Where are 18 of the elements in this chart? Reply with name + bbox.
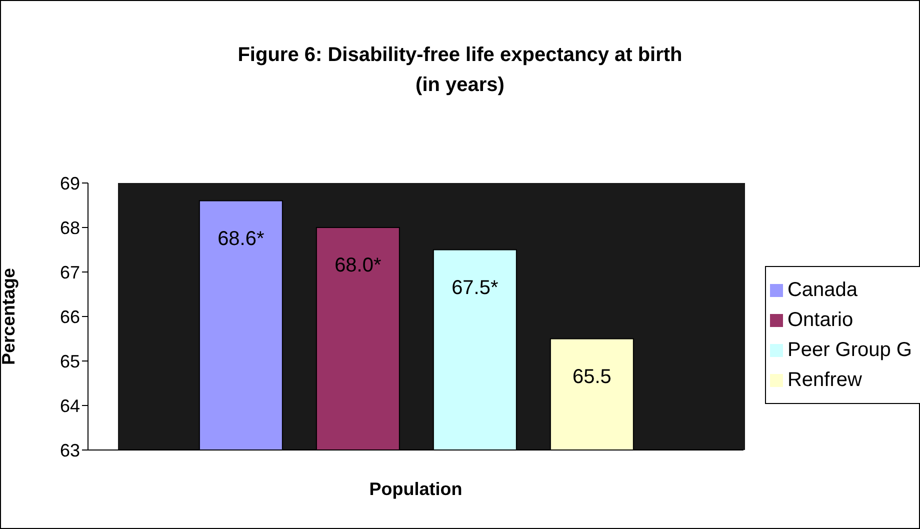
y-tick-label: 65 — [60, 351, 80, 372]
y-tick-label: 64 — [60, 396, 80, 416]
y-tick-label: 69 — [60, 173, 80, 194]
x-axis-title: Population — [369, 478, 462, 499]
data-label: 67.5* — [452, 276, 498, 299]
data-label: 65.5 — [572, 366, 612, 388]
y-axis-title: Percentage — [0, 268, 18, 366]
y-tick-label: 68 — [60, 218, 80, 238]
chart-title: Figure 6: Disability-free life expectancy at birth (in years) — [236, 43, 684, 98]
data-label: 68.6* — [218, 228, 264, 250]
y-tick-label: 63 — [60, 440, 80, 460]
y-tick-label: 67 — [60, 262, 80, 282]
legend-label: Renfrew — [787, 369, 862, 391]
data-label: 68.0* — [334, 254, 382, 276]
y-tick-label: 66 — [60, 306, 80, 327]
legend-label: Canada — [787, 279, 858, 301]
legend-label: Peer Group G — [787, 339, 912, 361]
legend-label: Ontario — [787, 309, 854, 331]
